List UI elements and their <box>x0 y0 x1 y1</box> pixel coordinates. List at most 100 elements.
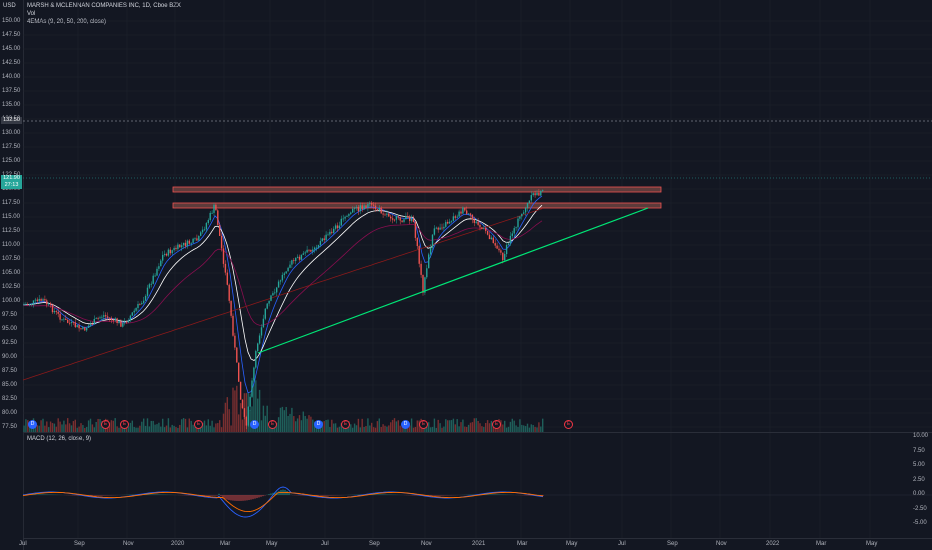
candle-body <box>106 316 109 318</box>
candle-body <box>357 206 360 212</box>
currency-label[interactable]: USD <box>3 3 16 9</box>
macd-legend[interactable]: MACD (12, 26, close, 9) <box>27 436 92 442</box>
candle-body <box>492 237 494 244</box>
volume-bar <box>163 427 166 432</box>
candle-body <box>498 248 500 251</box>
volume-bar <box>230 425 232 432</box>
candle-body <box>268 300 270 304</box>
volume-bar <box>232 387 234 432</box>
candle-body <box>490 237 493 240</box>
volume-bar <box>530 424 532 432</box>
volume-bar <box>211 420 213 432</box>
vol-legend[interactable]: Vol <box>27 11 36 17</box>
earnings-badge[interactable]: E <box>268 420 277 429</box>
price-tick: 85.00 <box>2 382 18 388</box>
candle-body <box>158 266 160 269</box>
candle-body <box>133 310 135 313</box>
earnings-badge[interactable]: E <box>341 420 350 429</box>
volume-bar <box>477 420 479 432</box>
dividend-badge[interactable]: D <box>28 420 37 429</box>
candle-body <box>414 222 417 238</box>
candle-body <box>429 247 432 255</box>
time-tick: Jul <box>19 541 27 547</box>
candle-body <box>524 208 527 213</box>
volume-bar <box>542 418 544 432</box>
candle-body <box>348 214 350 216</box>
candle-body <box>194 238 196 240</box>
chart-canvas[interactable] <box>23 0 932 550</box>
candle-body <box>215 204 217 211</box>
volume-bar <box>49 421 52 432</box>
price-tick: 97.50 <box>2 312 18 318</box>
candle-body <box>443 226 445 229</box>
candle-body <box>441 227 443 229</box>
volume-bar <box>177 427 179 432</box>
macd-hist-bar <box>320 495 322 496</box>
macd-hist-bar <box>324 495 326 496</box>
candle-body <box>99 317 101 319</box>
candle-body <box>418 246 420 264</box>
volume-bar <box>65 424 67 432</box>
price-tick: 102.50 <box>2 284 21 290</box>
pane-separator[interactable] <box>23 432 932 433</box>
volume-bar <box>215 423 217 432</box>
candle-body <box>439 227 441 230</box>
candle-body <box>369 202 371 205</box>
candle-body <box>494 243 496 246</box>
macd-hist-bar <box>378 494 380 495</box>
dividend-badge[interactable]: D <box>250 420 259 429</box>
volume-bar <box>201 422 204 432</box>
volume-bar <box>279 407 282 432</box>
volume-bar <box>532 425 534 432</box>
candle-body <box>323 238 325 241</box>
volume-bar <box>27 420 29 432</box>
volume-bar <box>390 422 392 432</box>
macd-hist-bar <box>46 494 48 495</box>
macd-hist-bar <box>34 494 36 495</box>
price-tick: 80.00 <box>2 410 18 416</box>
volume-bar <box>378 418 380 432</box>
dividend-badge[interactable]: D <box>401 420 410 429</box>
earnings-badge[interactable]: E <box>101 420 110 429</box>
volume-bar <box>46 421 48 432</box>
macd-tick: -5.00 <box>913 520 927 526</box>
candle-body <box>74 322 76 328</box>
dividend-badge[interactable]: D <box>314 420 323 429</box>
volume-bar <box>327 419 329 432</box>
volume-bar <box>486 420 489 432</box>
earnings-badge[interactable]: E <box>120 420 129 429</box>
earnings-badge[interactable]: E <box>194 420 203 429</box>
candle-body <box>475 221 477 223</box>
candle-body <box>281 274 284 281</box>
price-axis[interactable]: USD 150.00 147.50 145.00 142.50 140.00 137.50… <box>0 0 24 550</box>
candle-body <box>260 327 263 336</box>
macd-hist-bar <box>220 495 222 497</box>
candle-body <box>68 322 71 324</box>
macd-tick: 2.50 <box>913 476 925 483</box>
earnings-badge[interactable]: E <box>564 420 573 429</box>
grid-lines <box>23 0 932 538</box>
symbol-title[interactable]: MARSH & MCLENNAN COMPANIES INC, 1D, Cboe… <box>27 3 181 9</box>
resistance-zone-lower <box>172 202 662 209</box>
price-tick: 77.50 <box>2 424 18 430</box>
candle-body <box>306 249 308 253</box>
volume-bar <box>515 425 517 432</box>
candle-body <box>352 208 354 213</box>
macd-hist-bar <box>152 494 154 495</box>
macd-hist-bar <box>238 495 240 501</box>
volume-bar <box>502 424 504 432</box>
price-tick: 145.00 <box>2 46 21 52</box>
earnings-badge[interactable]: E <box>492 420 501 429</box>
earnings-badge[interactable]: E <box>419 420 428 429</box>
macd-hist-bar <box>416 495 418 496</box>
volume-bar <box>355 425 358 432</box>
macd-hist-bar <box>202 495 204 496</box>
volume-bar <box>262 405 265 432</box>
volume-bar <box>445 419 447 432</box>
ema-legend[interactable]: 4EMAs (9, 20, 50, 200, close) <box>27 19 107 25</box>
candle-body <box>258 335 261 344</box>
candle-body <box>431 234 434 248</box>
candle-body <box>388 213 390 217</box>
candle-body <box>448 221 451 224</box>
candle-body <box>239 381 242 400</box>
